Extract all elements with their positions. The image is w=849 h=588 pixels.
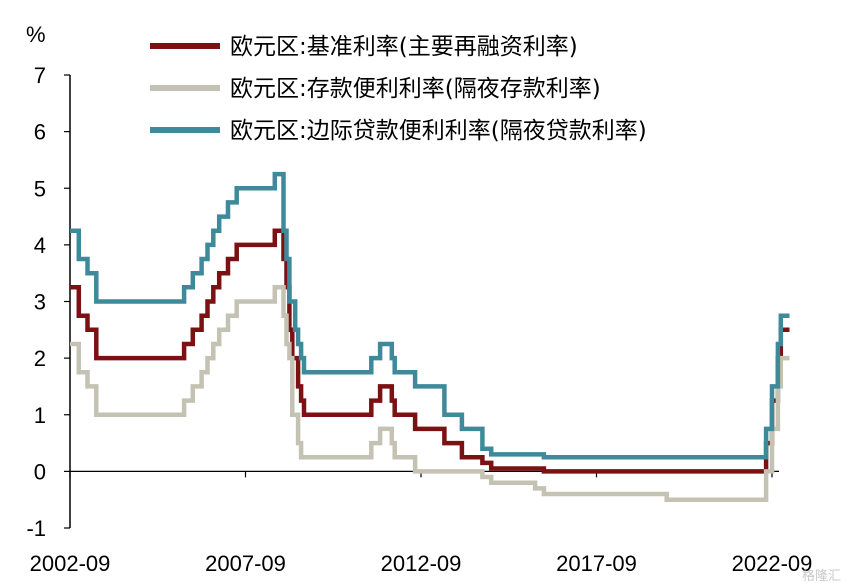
x-axis-ticks: 2002-09 2007-09 2012-09 2017-09 2022-09 [30, 471, 813, 576]
y-tick-label: 4 [34, 233, 46, 258]
legend: 欧元区:基准利率(主要再融资利率) 欧元区:存款便利利率(隔夜存款利率) 欧元区:边… [150, 34, 647, 144]
series-line-3 [70, 171, 790, 460]
y-tick-label: 7 [34, 63, 46, 88]
y-tick-label: 1 [34, 403, 46, 428]
series-layer [70, 171, 790, 502]
legend-label-3: 欧元区:边际贷款便利利率(隔夜贷款利率) [230, 118, 647, 144]
x-tick-label: 2002-09 [30, 551, 111, 576]
x-tick-label: 2012-09 [381, 551, 462, 576]
y-tick-label: 5 [34, 176, 46, 201]
y-axis-ticks: -1 0 1 2 3 4 5 6 7 [26, 63, 70, 541]
legend-label-1: 欧元区:基准利率(主要再融资利率) [230, 34, 578, 60]
x-tick-label: 2007-09 [205, 551, 286, 576]
y-tick-label: 3 [34, 290, 46, 315]
y-tick-label: 0 [34, 459, 46, 484]
x-tick-label: 2022-09 [732, 551, 813, 576]
series-line-1 [70, 228, 790, 474]
legend-label-2: 欧元区:存款便利利率(隔夜存款利率) [230, 76, 601, 102]
x-tick-label: 2017-09 [556, 551, 637, 576]
y-tick-label: 6 [34, 120, 46, 145]
y-axis-unit-label: % [26, 22, 46, 47]
watermark: 格隆汇 [801, 569, 841, 584]
y-tick-label: 2 [34, 346, 46, 371]
series-line-2 [70, 285, 790, 502]
y-tick-label: -1 [26, 516, 46, 541]
